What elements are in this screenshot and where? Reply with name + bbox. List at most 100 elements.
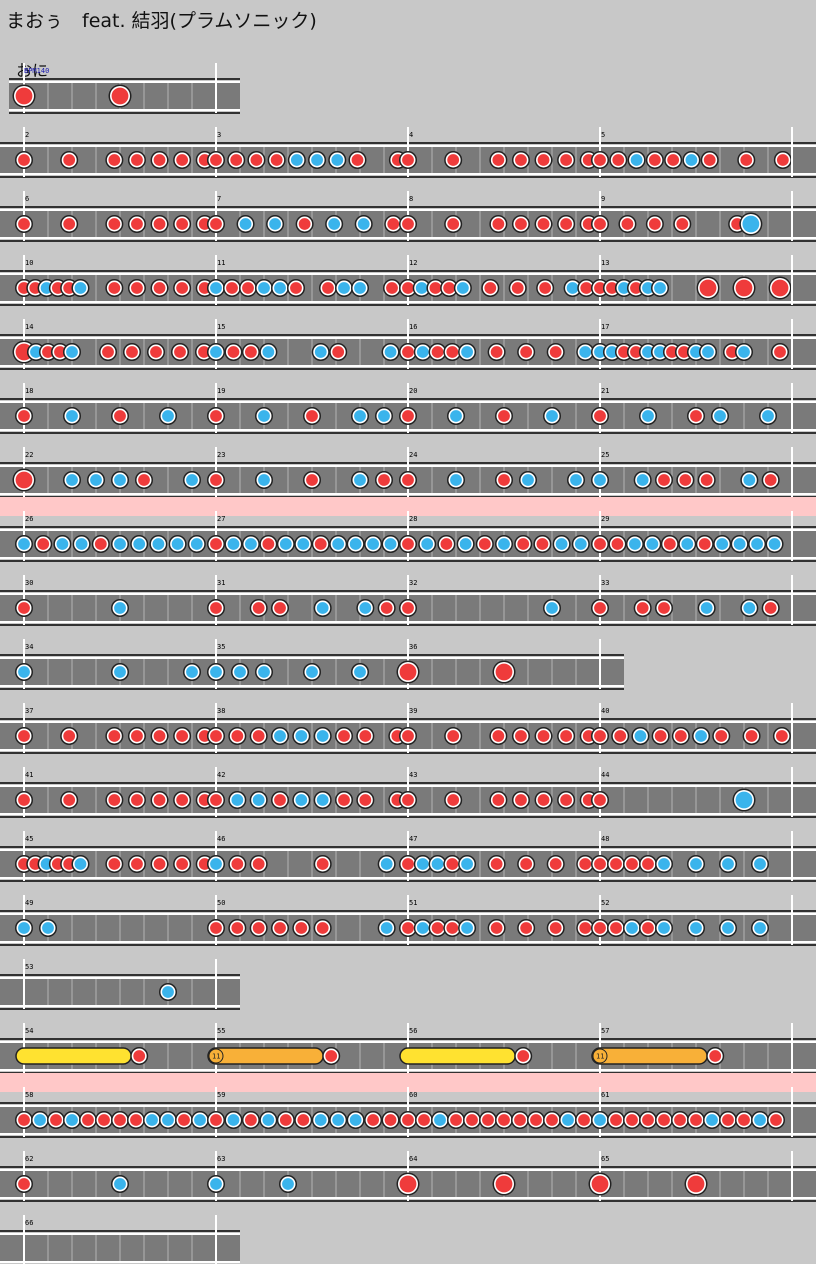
don-note [135, 471, 153, 489]
don-note [249, 919, 268, 937]
don-note-face [153, 794, 166, 806]
don-note [546, 343, 565, 361]
ka-note-face [606, 346, 618, 358]
ka-note [453, 279, 472, 297]
don-note-face [537, 154, 550, 166]
don-note-face [274, 922, 286, 934]
don-note [271, 599, 289, 617]
drumroll-note [15, 1047, 132, 1065]
measure-number: 47 [409, 835, 417, 843]
don-note [671, 727, 690, 745]
don-note-face [108, 282, 121, 294]
don-note [105, 727, 124, 745]
don-note-face [108, 218, 121, 230]
don-note-face [658, 1114, 670, 1126]
don-note [511, 791, 530, 809]
don-note-face [745, 730, 758, 742]
ka-note-face [66, 346, 78, 358]
measure-number: 65 [601, 1155, 609, 1163]
don-note-face [738, 1114, 750, 1126]
don-note [761, 599, 780, 617]
ka-note-face [90, 474, 102, 486]
don-note [546, 919, 565, 937]
don-note-face [384, 1114, 397, 1126]
ka-note [351, 407, 369, 425]
ka-note-face [210, 1178, 222, 1190]
measure-number: 29 [601, 515, 609, 523]
don-note-face [726, 346, 738, 358]
don-note [591, 407, 609, 425]
don-note-face [440, 538, 453, 550]
don-note [207, 1111, 225, 1129]
measure-number: 2 [25, 131, 29, 139]
ka-note [591, 471, 609, 489]
ka-note [413, 855, 432, 873]
don-note [173, 279, 192, 297]
don-note [15, 727, 33, 745]
don-note [627, 279, 645, 297]
measure-number: 34 [25, 643, 33, 651]
ka-note [303, 663, 321, 681]
ka-note-face [258, 666, 270, 678]
ka-note-face [152, 538, 165, 550]
ka-note-face [416, 346, 429, 358]
don-note [697, 471, 716, 489]
don-note-face [290, 282, 302, 294]
ka-note-face [626, 922, 638, 934]
don-note-face [245, 1114, 257, 1126]
ka-note [571, 535, 590, 553]
don-note-face [150, 346, 162, 358]
don-note-face [674, 1114, 686, 1126]
don-note [173, 791, 192, 809]
measure-number: 39 [409, 707, 417, 715]
ka-note-face [690, 858, 702, 870]
don-note-face [306, 474, 318, 486]
don-note-face [226, 282, 238, 294]
ka-note-face [416, 858, 429, 870]
don-note [228, 855, 247, 873]
don-note-face [114, 1114, 126, 1126]
ka-note-face [415, 282, 428, 294]
don-note [91, 535, 110, 553]
don-note-face [636, 602, 649, 614]
balloon-head: 11 [208, 1048, 224, 1064]
don-note-face [520, 922, 533, 934]
don-note-face [482, 1114, 494, 1126]
don-note-face [654, 730, 667, 742]
ka-note-face [522, 474, 534, 486]
ka-note [231, 663, 249, 681]
don-note-face [210, 794, 222, 806]
ka-note [292, 791, 311, 809]
balloon-head: 11 [592, 1048, 608, 1064]
don-note [443, 343, 462, 361]
don-note-face [698, 538, 711, 550]
ka-note [719, 855, 737, 873]
don-note [444, 791, 463, 809]
don-note-face [578, 1114, 590, 1126]
don-note-face [102, 346, 114, 358]
ka-note [651, 279, 669, 297]
ka-note-face [186, 666, 198, 678]
ka-note [53, 535, 72, 553]
don-note [207, 215, 225, 233]
don-note [287, 279, 305, 297]
ka-note [567, 471, 585, 489]
don-note-face [630, 346, 642, 358]
measure-number: 19 [217, 387, 225, 395]
ka-note [63, 343, 81, 361]
ka-note-face [274, 282, 286, 294]
ka-note-face [562, 1114, 574, 1126]
don-note [130, 1047, 149, 1065]
don-note-face [108, 794, 121, 806]
ka-note-face [743, 602, 756, 614]
don-note-face [378, 474, 390, 486]
don-note-face [703, 154, 716, 166]
ka-note [719, 919, 737, 937]
ka-note [259, 343, 278, 361]
ka-note-face [456, 282, 469, 294]
ka-note [313, 727, 332, 745]
don-note-face [210, 538, 222, 550]
don-note [639, 919, 657, 937]
don-note-face [537, 794, 550, 806]
ka-note [292, 727, 311, 745]
